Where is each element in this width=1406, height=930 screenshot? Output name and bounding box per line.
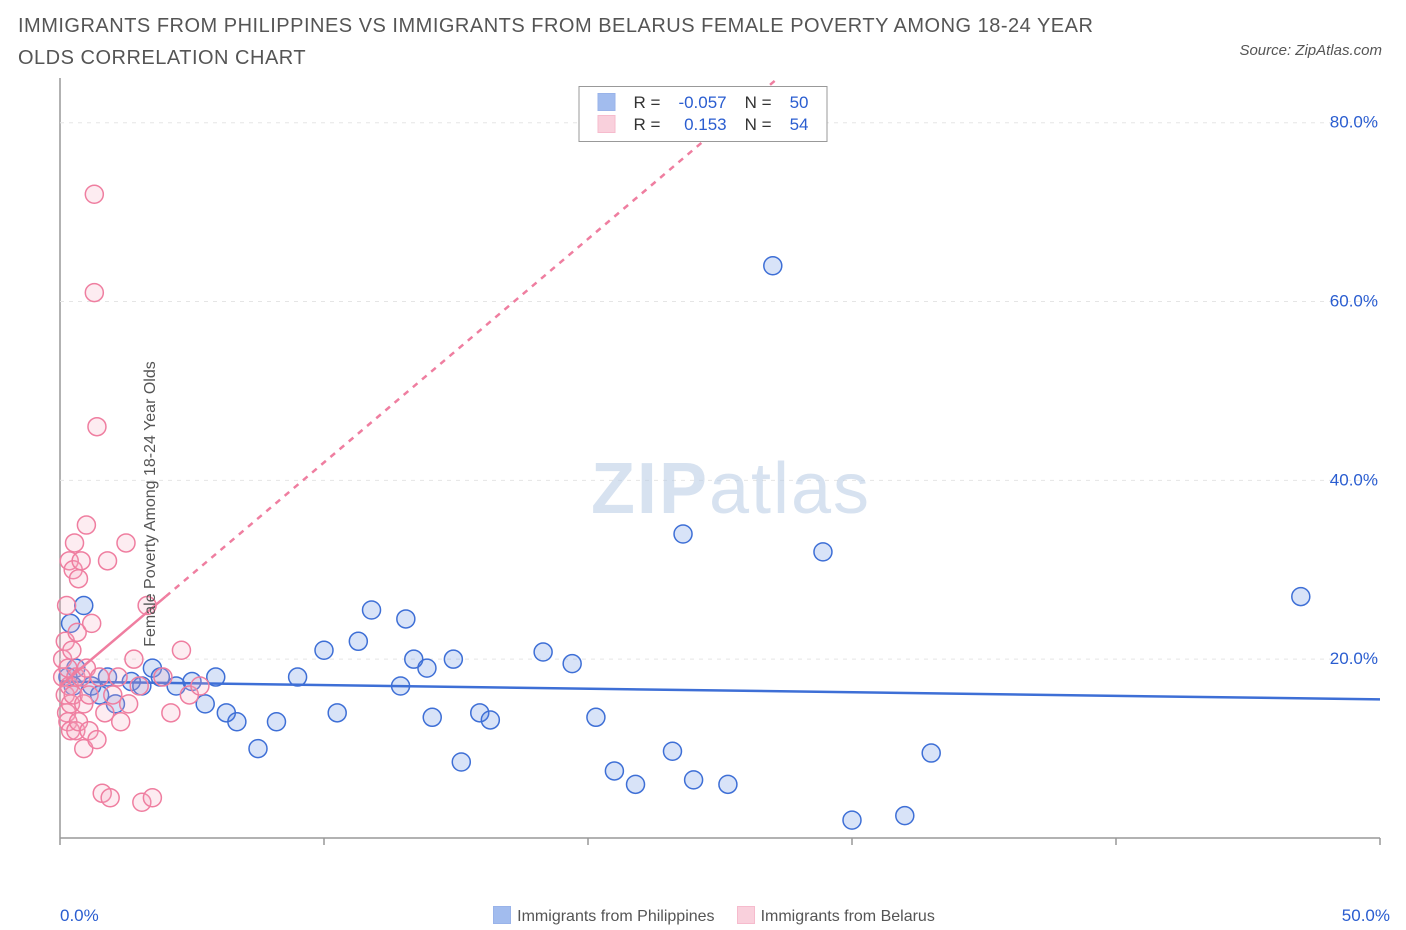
svg-text:20.0%: 20.0% xyxy=(1330,649,1378,668)
y-axis-label: Female Poverty Among 18-24 Year Olds xyxy=(142,361,160,647)
legend-label: Immigrants from Philippines xyxy=(517,908,714,925)
page-title: IMMIGRANTS FROM PHILIPPINES VS IMMIGRANT… xyxy=(18,10,1128,74)
svg-text:40.0%: 40.0% xyxy=(1330,470,1378,489)
svg-text:60.0%: 60.0% xyxy=(1330,292,1378,311)
source-credit: Source: ZipAtlas.com xyxy=(1239,42,1382,59)
chart-container: Female Poverty Among 18-24 Year Olds 20.… xyxy=(0,78,1406,930)
series-legend: Immigrants from Philippines Immigrants fr… xyxy=(0,906,1406,926)
scatter-plot: 20.0% 40.0% 60.0% 80.0% xyxy=(0,78,1406,878)
stats-legend: R =-0.057N =50R =0.153N =54 xyxy=(579,86,828,142)
legend-label: Immigrants from Belarus xyxy=(761,908,935,925)
svg-text:80.0%: 80.0% xyxy=(1330,113,1378,132)
